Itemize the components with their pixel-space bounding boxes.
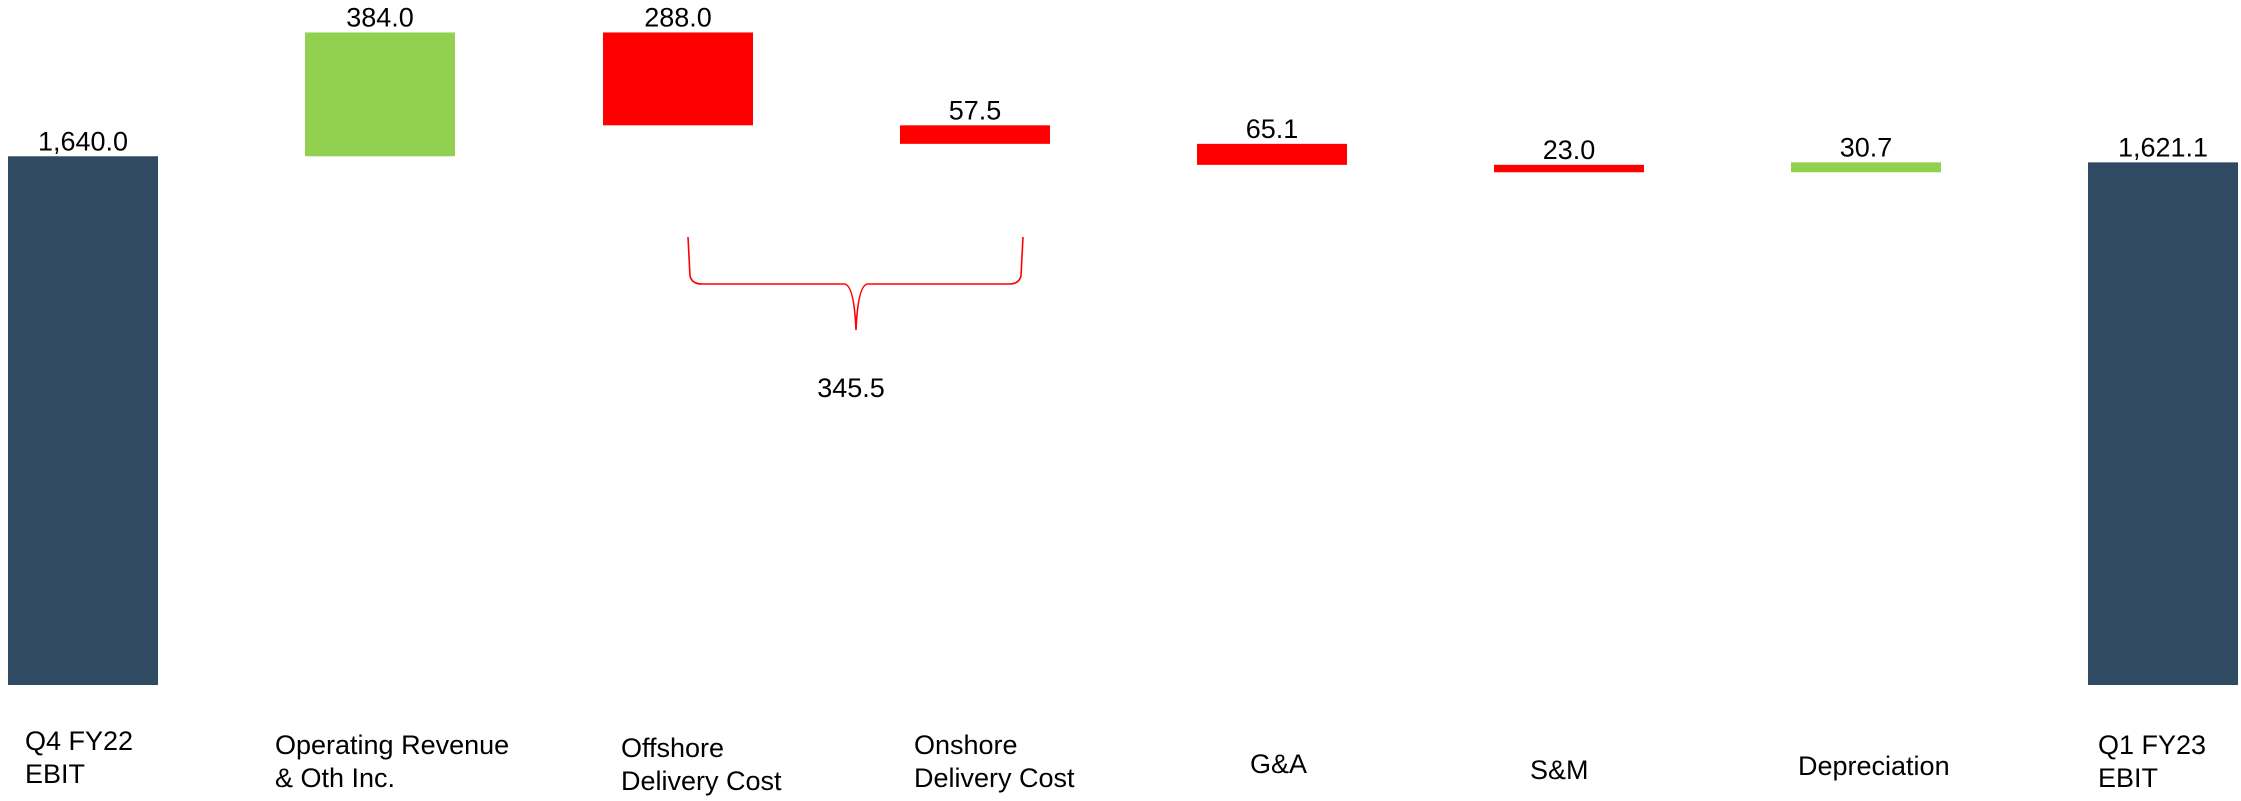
category-label-5: S&M <box>1530 755 1589 785</box>
value-label-6: 30.7 <box>1840 132 1893 162</box>
category-label-2: Offshore Delivery Cost <box>621 733 782 796</box>
value-label-4: 65.1 <box>1246 114 1299 144</box>
value-label-3: 57.5 <box>949 95 1002 125</box>
bar-1 <box>305 32 455 157</box>
bar-6 <box>1791 162 1941 173</box>
value-label-1: 384.0 <box>346 2 414 32</box>
value-label-0: 1,640.0 <box>38 126 128 156</box>
bar-0 <box>8 156 158 685</box>
value-label-7: 1,621.1 <box>2118 132 2208 162</box>
bars-layer <box>8 32 2238 685</box>
bar-3 <box>900 125 1050 144</box>
category-label-6: Depreciation <box>1798 751 1950 781</box>
category-label-7: Q1 FY23 EBIT <box>2098 730 2206 793</box>
value-label-5: 23.0 <box>1543 135 1596 165</box>
category-label-1: Operating Revenue & Oth Inc. <box>275 730 509 793</box>
bar-2 <box>603 32 753 126</box>
bar-5 <box>1494 164 1644 173</box>
value-labels-layer: 1,640.0 384.0 288.0 57.5 65.1 23.0 30.7 1,621.1 <box>38 2 2208 164</box>
bar-7 <box>2088 162 2238 685</box>
bracket-annotation: 345.5 <box>687 236 1024 403</box>
bracket-value-label: 345.5 <box>817 373 885 403</box>
category-labels-layer: Q4 FY22 EBIT Operating Revenue & Oth Inc. Of… <box>25 726 2206 796</box>
bar-4 <box>1197 143 1347 165</box>
bracket-line <box>687 236 1024 331</box>
category-label-0: Q4 FY22 EBIT <box>25 726 133 789</box>
category-label-3: Onshore Delivery Cost <box>914 730 1075 793</box>
category-label-4: G&A <box>1250 749 1307 779</box>
value-label-2: 288.0 <box>644 2 712 32</box>
